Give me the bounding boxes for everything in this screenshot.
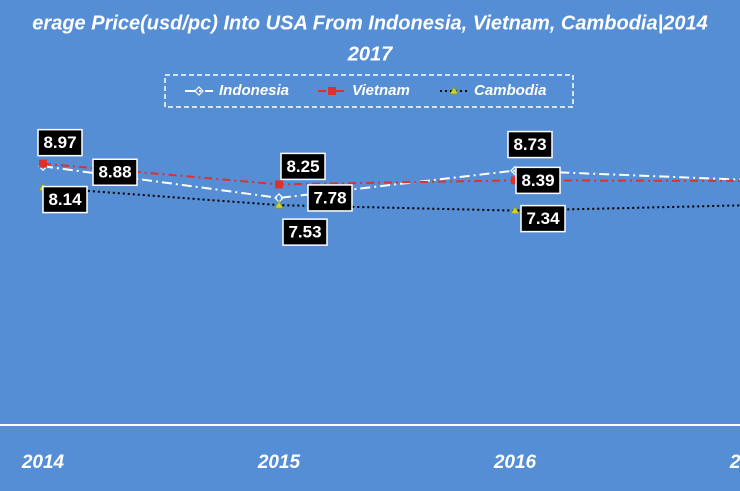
data-label: 8.88 (98, 163, 131, 182)
chart-title: erage Price(usd/pc) Into USA From Indone… (32, 12, 707, 34)
data-label: 7.78 (313, 188, 346, 207)
x-tick-label: 2015 (257, 452, 301, 473)
marker (275, 180, 283, 189)
data-label: 8.25 (286, 157, 319, 176)
data-label-box (307, 184, 353, 212)
chart-title: 2017 (347, 43, 393, 65)
marker (39, 159, 47, 168)
data-label: 8.14 (48, 190, 82, 209)
data-label: 8.97 (43, 133, 76, 152)
data-label-box (507, 130, 553, 159)
data-label-box (280, 152, 326, 181)
data-label: 7.34 (526, 209, 560, 228)
marker (194, 86, 204, 96)
marker (274, 200, 284, 209)
data-label-box (42, 185, 88, 214)
x-tick-label: 2017 (729, 452, 740, 473)
marker (510, 205, 520, 215)
legend-label: Indonesia (219, 82, 289, 99)
data-label: 8.39 (521, 171, 554, 190)
legend-box (164, 74, 574, 108)
legend-label: Cambodia (474, 82, 547, 99)
data-label-box (520, 204, 566, 233)
marker (449, 86, 459, 95)
data-label-box (282, 218, 328, 246)
x-tick-label: 2014 (21, 452, 65, 473)
x-tick-label: 2016 (493, 452, 537, 473)
legend-label: Vietnam (352, 82, 410, 99)
data-label: 8.73 (513, 135, 546, 154)
series-line (42, 186, 740, 212)
series-line (42, 162, 740, 186)
marker (328, 87, 336, 95)
data-label-box (92, 158, 138, 187)
data-label: 7.53 (288, 223, 321, 242)
data-label-box (515, 166, 561, 195)
data-label-box (37, 128, 83, 157)
